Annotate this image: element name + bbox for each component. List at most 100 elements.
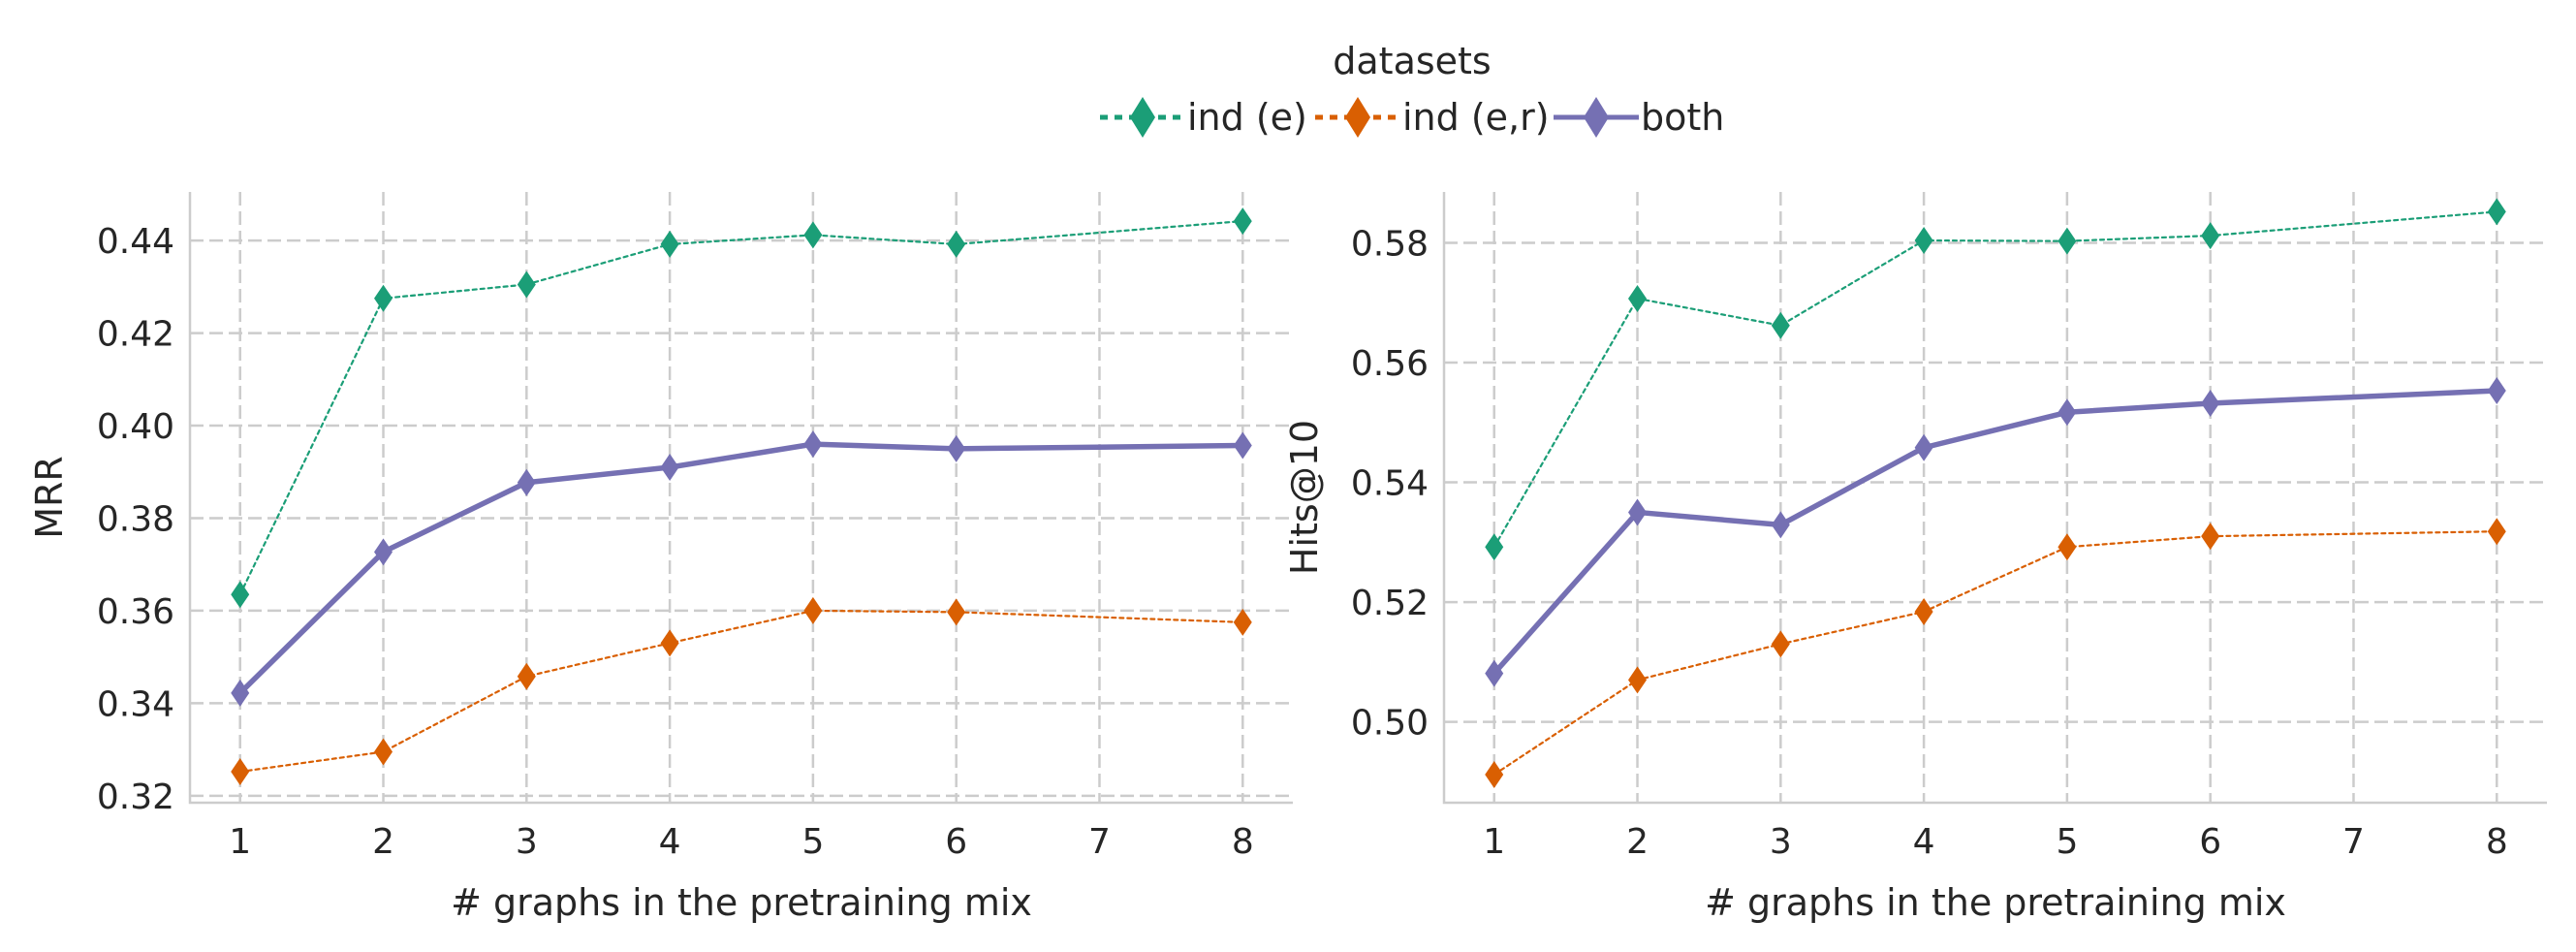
data-point bbox=[1485, 533, 1504, 561]
data-point bbox=[1233, 431, 1252, 460]
x-tick-label: 6 bbox=[2199, 822, 2221, 862]
y-axis-label: Hits@10 bbox=[1283, 420, 1326, 575]
x-tick-label: 8 bbox=[1232, 822, 1254, 862]
data-point bbox=[1628, 284, 1648, 312]
legend-label: both bbox=[1641, 96, 1724, 139]
legend: datasets ind (e) ind (e,r) both bbox=[1100, 40, 1724, 139]
data-point bbox=[517, 662, 536, 690]
data-point bbox=[2058, 227, 2077, 255]
series-ind-e-r bbox=[1485, 518, 2506, 788]
series-line bbox=[1492, 210, 2498, 549]
legend-marker-swatch bbox=[1345, 97, 1370, 138]
x-tick-label: 8 bbox=[2486, 822, 2508, 862]
data-point bbox=[1485, 760, 1504, 788]
x-tick-label: 2 bbox=[1626, 822, 1649, 862]
series-line bbox=[238, 609, 1244, 774]
x-tick-label: 1 bbox=[1483, 822, 1505, 862]
x-tick-label: 7 bbox=[1088, 822, 1111, 862]
data-point bbox=[231, 581, 250, 609]
data-point bbox=[2058, 398, 2077, 427]
legend-entry: ind (e,r) bbox=[1315, 96, 1550, 139]
series-both bbox=[1485, 377, 2506, 687]
x-tick-label: 1 bbox=[229, 822, 251, 862]
x-tick-label: 5 bbox=[801, 822, 824, 862]
data-point bbox=[2201, 523, 2220, 551]
series-line bbox=[1491, 388, 2500, 677]
data-point bbox=[1914, 597, 1933, 625]
y-tick-label: 0.50 bbox=[1351, 704, 1429, 744]
y-tick-label: 0.32 bbox=[97, 777, 174, 817]
data-point bbox=[517, 270, 536, 299]
axis-spine bbox=[188, 192, 1293, 805]
data-point bbox=[1771, 630, 1790, 658]
y-tick-label: 0.38 bbox=[97, 499, 174, 539]
data-point bbox=[660, 230, 679, 258]
data-point bbox=[1914, 433, 1933, 461]
data-point bbox=[803, 596, 823, 624]
data-point bbox=[374, 538, 393, 566]
x-tick-label: 7 bbox=[2342, 822, 2365, 862]
series-ind-e-r bbox=[231, 596, 1252, 786]
y-tick-label: 0.58 bbox=[1351, 225, 1429, 265]
data-point bbox=[660, 453, 679, 481]
legend-entry: both bbox=[1554, 96, 1724, 139]
data-point bbox=[803, 221, 823, 249]
data-point bbox=[2201, 222, 2220, 250]
data-point bbox=[374, 284, 393, 312]
y-axis-label: MRR bbox=[28, 456, 71, 539]
x-axis-label: # graphs in the pretraining mix bbox=[1705, 881, 2286, 924]
y-tick-label: 0.52 bbox=[1351, 584, 1429, 623]
chart-panel-1: 1 2 3 4 5 6 7 8 0.32 0.34 0.36 0.38 0.40 0.42 0.44 # gr… bbox=[28, 192, 1293, 924]
x-axis-label: # graphs in the pretraining mix bbox=[451, 881, 1032, 924]
series-line bbox=[238, 219, 1244, 596]
data-point bbox=[1233, 207, 1252, 236]
chart-panel-2: 1 2 3 4 5 6 7 8 0.50 0.52 0.54 0.56 0.58 # graphs in … bbox=[1283, 192, 2547, 924]
x-tick-label: 2 bbox=[372, 822, 394, 862]
legend-label: ind (e,r) bbox=[1402, 96, 1550, 139]
data-point bbox=[231, 679, 250, 707]
x-tick-label: 3 bbox=[1770, 822, 1792, 862]
series-line bbox=[236, 441, 1246, 696]
data-point bbox=[2058, 533, 2077, 561]
data-point bbox=[517, 468, 536, 496]
y-tick-label: 0.36 bbox=[97, 592, 174, 632]
y-tick-label: 0.42 bbox=[97, 315, 174, 355]
data-point bbox=[2201, 390, 2220, 418]
series-both bbox=[231, 430, 1252, 707]
data-point bbox=[1233, 608, 1252, 636]
series-ind-e bbox=[1485, 198, 2506, 561]
x-tick-label: 4 bbox=[1913, 822, 1935, 862]
data-point bbox=[1485, 659, 1504, 687]
series-line bbox=[1492, 530, 2498, 777]
legend-label: ind (e) bbox=[1187, 96, 1307, 139]
y-tick-label: 0.40 bbox=[97, 407, 174, 447]
x-tick-label: 6 bbox=[945, 822, 967, 862]
data-point bbox=[803, 430, 823, 459]
x-tick-label: 5 bbox=[2056, 822, 2078, 862]
data-point bbox=[1771, 311, 1790, 339]
data-point bbox=[660, 629, 679, 657]
data-point bbox=[1628, 498, 1648, 526]
data-point bbox=[1771, 511, 1790, 539]
y-tick-label: 0.54 bbox=[1351, 464, 1429, 504]
y-tick-label: 0.56 bbox=[1351, 344, 1429, 384]
data-point bbox=[2487, 518, 2506, 546]
series-ind-e bbox=[231, 207, 1252, 609]
data-point bbox=[2487, 377, 2506, 405]
legend-marker-swatch bbox=[1130, 97, 1155, 138]
legend-entry: ind (e) bbox=[1100, 96, 1307, 139]
y-tick-label: 0.44 bbox=[97, 222, 174, 262]
x-tick-label: 3 bbox=[516, 822, 538, 862]
data-point bbox=[947, 434, 966, 462]
legend-marker-swatch bbox=[1584, 97, 1609, 138]
data-point bbox=[1914, 227, 1933, 255]
data-point bbox=[374, 738, 393, 766]
data-point bbox=[947, 230, 966, 258]
data-point bbox=[231, 758, 250, 786]
y-tick-label: 0.34 bbox=[97, 684, 174, 724]
data-point bbox=[947, 598, 966, 626]
data-point bbox=[2487, 198, 2506, 226]
legend-title: datasets bbox=[1333, 40, 1491, 82]
axis-spine bbox=[1442, 192, 2547, 805]
